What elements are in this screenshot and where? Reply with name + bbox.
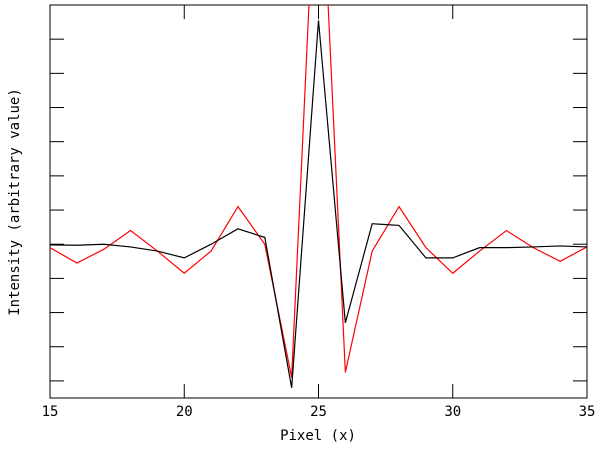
x-tick-label: 25 (310, 404, 327, 420)
y-axis-label: Intensity (arbitrary value) (7, 88, 23, 316)
x-tick-label: 20 (176, 404, 193, 420)
x-tick-label: 35 (579, 404, 596, 420)
series-line (50, 5, 587, 378)
plot-frame (49, 4, 588, 399)
x-tick-label: 15 (42, 404, 59, 420)
x-tick-label: 30 (444, 404, 461, 420)
series-line (50, 20, 587, 388)
x-axis-label: Pixel (x) (280, 428, 356, 444)
plot-lines (50, 5, 587, 388)
